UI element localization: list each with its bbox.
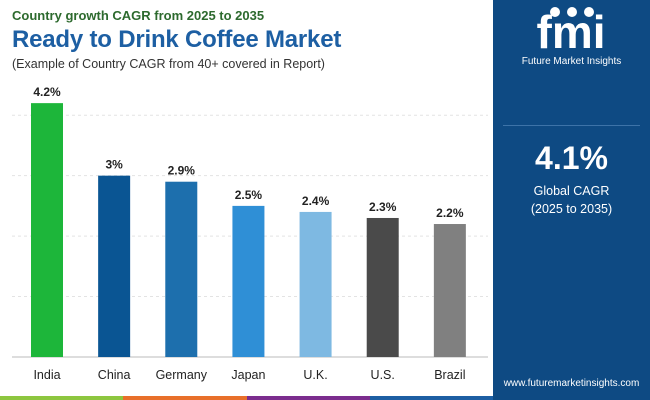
bar-value-label: 2.5% [235,188,263,202]
x-tick-label: Brazil [434,368,465,382]
bottom-bar-segment [369,396,493,400]
bar [433,224,466,357]
bar-value-label: 4.2% [33,85,61,99]
bar-value-label: 2.4% [302,194,330,208]
logo-dot-icon [567,7,577,17]
global-cagr-label: Global CAGR [533,184,610,198]
x-tick-label: U.K. [303,368,327,382]
logo-company-name: Future Market Insights [521,56,622,67]
x-tick-label: China [98,368,131,382]
logo-dot-icon [584,7,594,17]
bottom-bar-segment [246,396,370,400]
chart-title: Ready to Drink Coffee Market [12,26,342,53]
x-tick-label: Japan [231,368,265,382]
sidebar-divider [503,125,640,126]
x-tick-label: Germany [156,368,208,382]
bar [98,175,131,357]
bar-value-label: 2.9% [168,164,196,178]
x-tick-label: U.S. [371,368,395,382]
bottom-color-bar [0,396,493,400]
bar [366,217,399,357]
bottom-bar-segment [0,396,124,400]
website-link[interactable]: www.futuremarketinsights.com [503,378,640,389]
bar [165,181,198,357]
bar-value-label: 2.2% [436,206,464,220]
chart-subtitle: (Example of Country CAGR from 40+ covere… [12,57,325,71]
chart-header: Country growth CAGR from 2025 to 2035 Re… [12,8,341,71]
bar [232,205,265,357]
bar [299,211,332,357]
bar-value-label: 3% [105,158,123,172]
bar [31,103,63,357]
x-tick-label: India [33,368,60,382]
global-cagr-value: 4.1% [535,140,608,176]
logo-dot-icon [550,7,560,17]
fmi-logo: fmi Future Market Insights [493,0,650,78]
chart-top-line: Country growth CAGR from 2025 to 2035 [12,8,265,23]
fmi-logo-icon: fmi [537,6,606,58]
bar-value-label: 2.3% [369,200,397,214]
bar-chart: 4.2% India 3% China 2.9% Germany 2.5% Japan 2.4%… [12,85,488,382]
bottom-bar-segment [123,396,247,400]
global-cagr-period: (2025 to 2035) [530,202,613,216]
sidebar-panel: fmi Future Market Insights 4.1% Global C… [493,0,650,400]
